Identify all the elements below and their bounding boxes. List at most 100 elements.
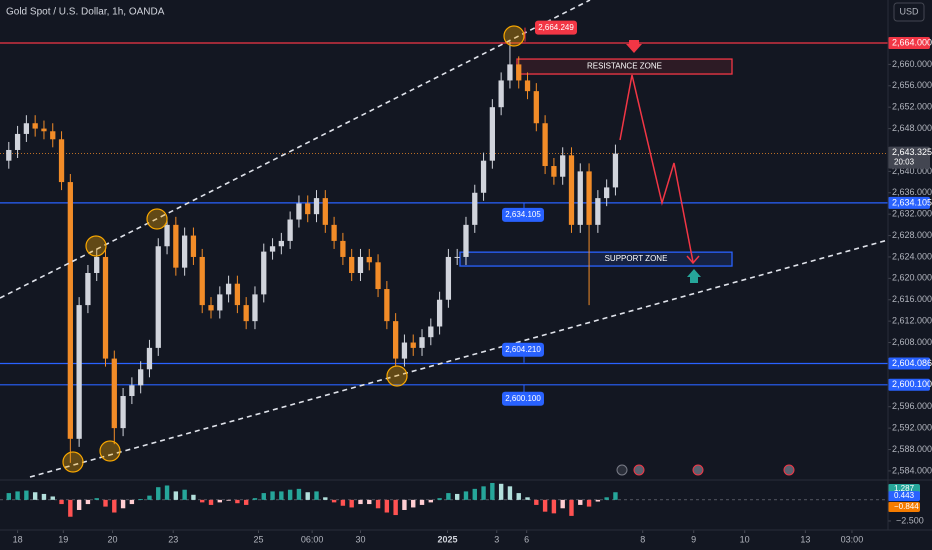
macd-bar [402,499,407,510]
macd-bar [534,499,539,505]
macd-label: 1.287 [894,484,915,493]
candle-body [612,153,619,188]
annotation-label: 2,604.210 [505,345,541,354]
zone-label: RESISTANCE ZONE [587,62,662,71]
macd-bar [569,499,574,516]
candle-body [357,256,364,274]
candle-body [32,123,38,129]
candle-body [454,256,460,258]
down-arrow [626,40,642,53]
candle-body [173,224,179,268]
candle-body [6,149,12,161]
y-tick-label: 2,652.000 [892,102,932,112]
pivot-circle [99,440,121,462]
pivot-markers [62,25,525,473]
candle-body [542,123,548,167]
candle-body [208,305,214,311]
macd-bar [94,498,99,500]
macd-bar [490,482,495,500]
macd-bar [296,488,302,500]
x-tick-label: 30 [355,534,365,544]
candle-body [146,347,153,370]
macd-bar [472,488,477,500]
candle-body [366,256,372,263]
x-tick-label: 2025 [438,534,458,544]
x-tick-label: 10 [740,534,750,544]
macd-bar [498,483,504,500]
candle-body [190,235,197,257]
candle-body [85,273,91,306]
x-tick-label: 6 [524,534,529,544]
candle-body [560,155,566,177]
macd-tick-label: −2.500 [896,515,924,525]
x-tick-label: 23 [168,534,178,544]
pivot-circle [62,451,84,473]
macd-bar [384,499,390,513]
projection-arrowhead [686,255,700,265]
candle-body [428,326,434,338]
candle-body [507,64,513,81]
candle-body [498,80,504,108]
macd-bar [270,491,275,500]
event-icon [692,464,704,476]
x-tick-label: 9 [691,534,696,544]
macd-bar [50,496,55,500]
plot-area [0,41,888,517]
macd-bar [41,493,47,500]
macd-bar [200,499,205,503]
macd-bar [182,489,187,500]
level-badge [888,37,930,50]
currency-label[interactable]: USD [899,6,919,16]
x-tick-label: 06:00 [301,534,324,544]
macd-bar [446,493,451,500]
pivot-circle [85,235,107,257]
candle-body [349,256,355,274]
macd-bar [463,491,469,500]
annotation-box [502,342,544,357]
candle-body [252,294,258,322]
candle-body [261,251,267,295]
macd-badge [888,501,920,512]
currency-button[interactable] [893,2,925,22]
macd-bar [349,499,354,508]
macd-bar [279,491,284,500]
macd-bar [340,499,346,506]
macd-bar [112,499,117,513]
projection-path [619,74,694,263]
candle-body [58,139,65,183]
macd-bar [120,499,126,509]
macd-bar [287,489,293,500]
macd-bar [252,498,258,500]
candle-body [23,123,30,134]
x-tick-label: 03:00 [841,534,864,544]
candle-body [67,182,73,439]
candle-body [463,224,469,257]
candle-body [138,369,144,386]
candle-body [102,256,109,359]
candle-body [401,342,408,359]
candle-body [322,198,328,225]
pivot-circle [503,25,525,47]
annotation-box [535,20,577,35]
annotation-label: 2,634.105 [505,210,541,219]
candle-body [129,385,135,397]
candle-body [278,240,284,247]
annotation-label: 2,664.249 [538,23,574,32]
y-tick-label: 2,656.000 [892,80,932,90]
chart-title: Gold Spot / U.S. Dollar, 1h, OANDA [6,7,165,18]
macd-bar [305,492,310,500]
candle-body [120,396,126,429]
macd-bar [208,499,214,505]
x-tick-label: 13 [800,534,810,544]
macd-bar [217,499,222,503]
x-tick-label: 8 [640,534,645,544]
candle-body [524,80,531,92]
level-label: 2,664.000 [892,37,932,47]
level-badge [888,357,930,370]
candle-body [419,337,425,348]
macd-bar [24,490,29,500]
level-badge [888,196,930,209]
candle-body [472,192,478,225]
